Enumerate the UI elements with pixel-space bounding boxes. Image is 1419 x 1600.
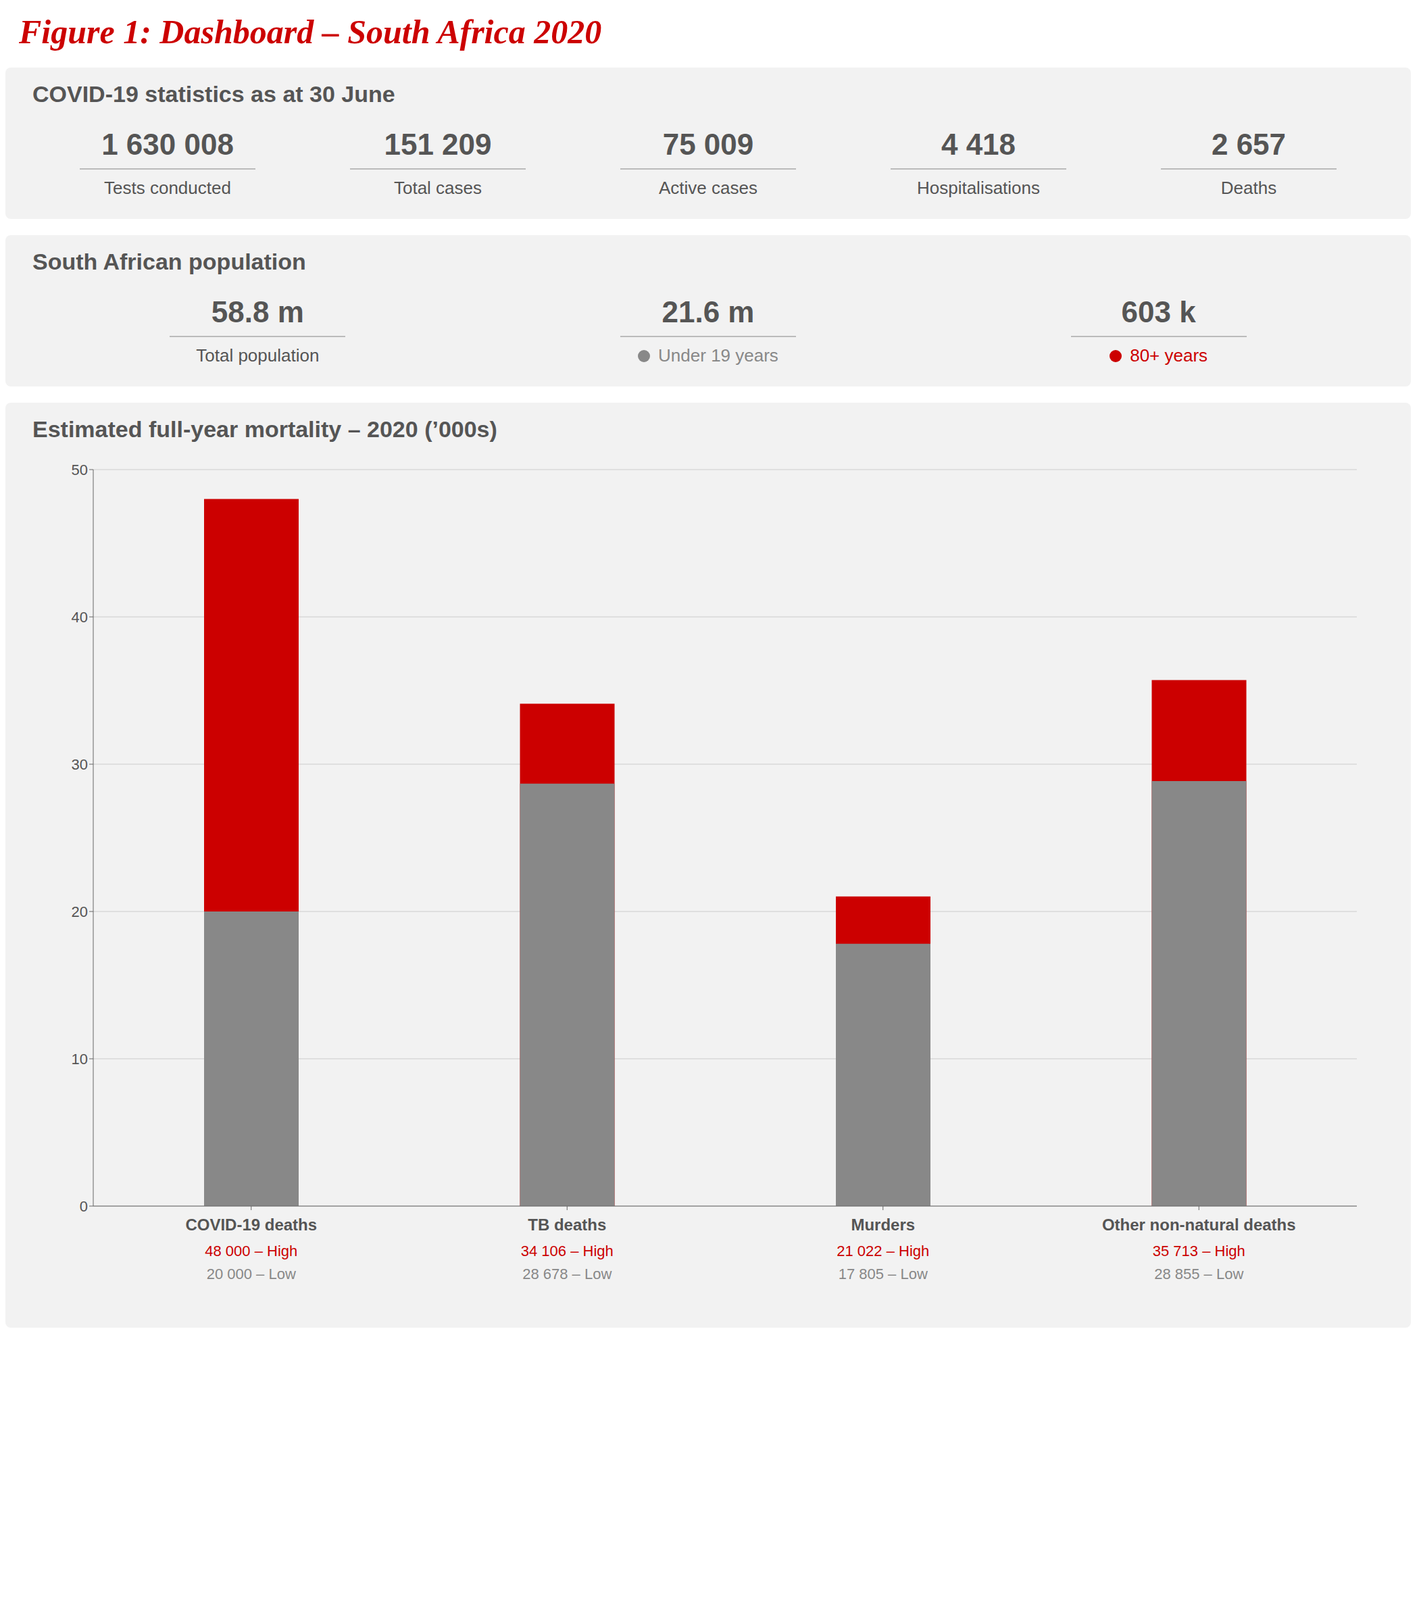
html-text:4 418: 4 418 [941, 127, 1016, 161]
html-text:South African population: South African population [32, 248, 306, 275]
svg-text:28 678 – Low: 28 678 – Low [522, 1265, 612, 1283]
html-text:Total cases: Total cases [393, 177, 482, 198]
svg-text:TB deaths: TB deaths [527, 1215, 607, 1234]
svg-text:50: 50 [71, 461, 88, 479]
html-text:Hospitalisations: Hospitalisations [916, 177, 1040, 198]
html-text:Figure 1: Dashboard – South Af: Figure 1: Dashboard – South Africa 2020 [18, 12, 602, 51]
svg-text:48 000 – High: 48 000 – High [204, 1242, 298, 1260]
svg-text:21 022 – High: 21 022 – High [836, 1242, 930, 1260]
html-text:1 630 008: 1 630 008 [101, 127, 234, 161]
html-text:COVID-19 statistics as at 30 J: COVID-19 statistics as at 30 June [32, 81, 396, 107]
svg-text:20 000 – Low: 20 000 – Low [206, 1265, 296, 1283]
svg-text:40: 40 [71, 608, 88, 626]
svg-text:17 805 – Low: 17 805 – Low [838, 1265, 928, 1283]
svg-text:20: 20 [71, 903, 88, 921]
html-text:Deaths: Deaths [1220, 177, 1277, 198]
html-text:Estimated full-year mortality: Estimated full-year mortality – 2020 (’0… [32, 416, 498, 442]
svg-text:Other non-natural deaths: Other non-natural deaths [1102, 1215, 1297, 1234]
html-text:603 k: 603 k [1121, 295, 1196, 329]
svg-text:0: 0 [79, 1198, 88, 1215]
svg-text:10: 10 [71, 1050, 88, 1068]
svg-text:28 855 – Low: 28 855 – Low [1154, 1265, 1244, 1283]
html-text:Tests conducted: Tests conducted [104, 177, 232, 198]
html-text:Active cases: Active cases [658, 177, 758, 198]
svg-text:30: 30 [71, 756, 88, 774]
html-text:Under 19 years: Under 19 years [658, 345, 779, 366]
html-text:Total population: Total population [196, 345, 320, 366]
html-text:80+ years: 80+ years [1129, 345, 1208, 366]
html-text:151 209: 151 209 [384, 127, 492, 161]
svg-text:34 106 – High: 34 106 – High [520, 1242, 614, 1260]
html-text:75 009: 75 009 [662, 127, 754, 161]
html-text:58.8 m: 58.8 m [211, 295, 304, 329]
svg-text:Murders: Murders [850, 1215, 915, 1234]
html-text:21.6 m: 21.6 m [661, 295, 755, 329]
svg-text:35 713 – High: 35 713 – High [1152, 1242, 1246, 1260]
svg-text:COVID-19 deaths: COVID-19 deaths [185, 1215, 317, 1234]
html-text:2 657: 2 657 [1211, 127, 1286, 161]
